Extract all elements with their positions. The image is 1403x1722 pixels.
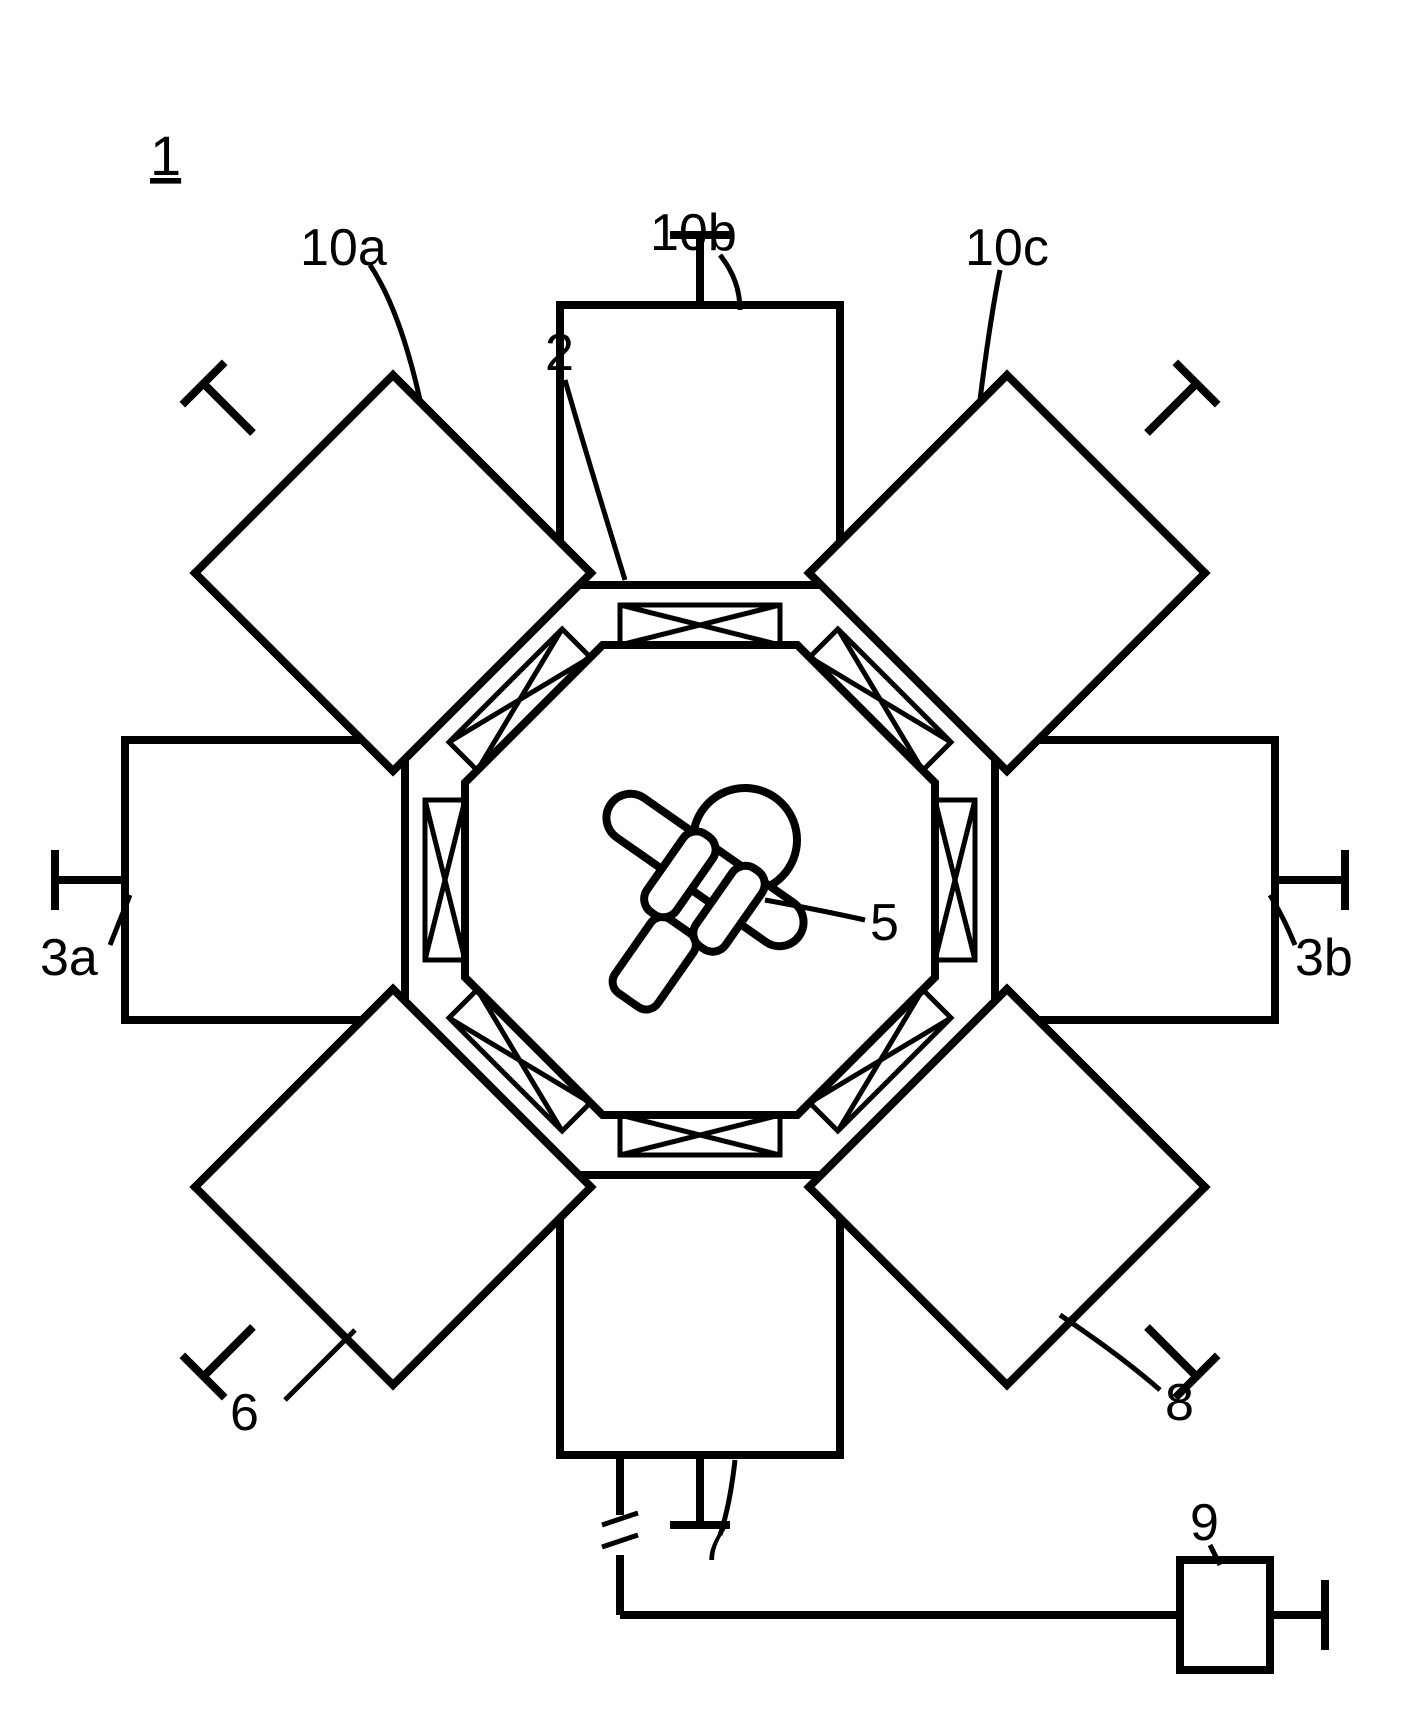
label-10c: 10c <box>965 219 1049 277</box>
label-6: 6 <box>230 1384 259 1442</box>
label-10b: 10b <box>650 204 737 262</box>
chamber-3b <box>995 740 1275 1020</box>
robot-arm-5 <box>589 784 813 1027</box>
label-9: 9 <box>1190 1494 1219 1552</box>
label-5: 5 <box>870 894 899 952</box>
figure-number: 1 <box>150 124 181 187</box>
label-10a: 10a <box>300 219 387 277</box>
chamber-3a <box>125 740 405 1020</box>
diagram-canvas: 1 10a 10b 10c 2 3a 3b 5 6 7 8 9 <box>0 0 1403 1722</box>
label-2: 2 <box>545 324 574 382</box>
label-3b: 3b <box>1295 929 1353 987</box>
chamber-10b <box>560 305 840 585</box>
chamber-7 <box>560 1175 840 1455</box>
label-8: 8 <box>1165 1374 1194 1432</box>
label-7: 7 <box>700 1514 729 1572</box>
label-3a: 3a <box>40 929 98 987</box>
